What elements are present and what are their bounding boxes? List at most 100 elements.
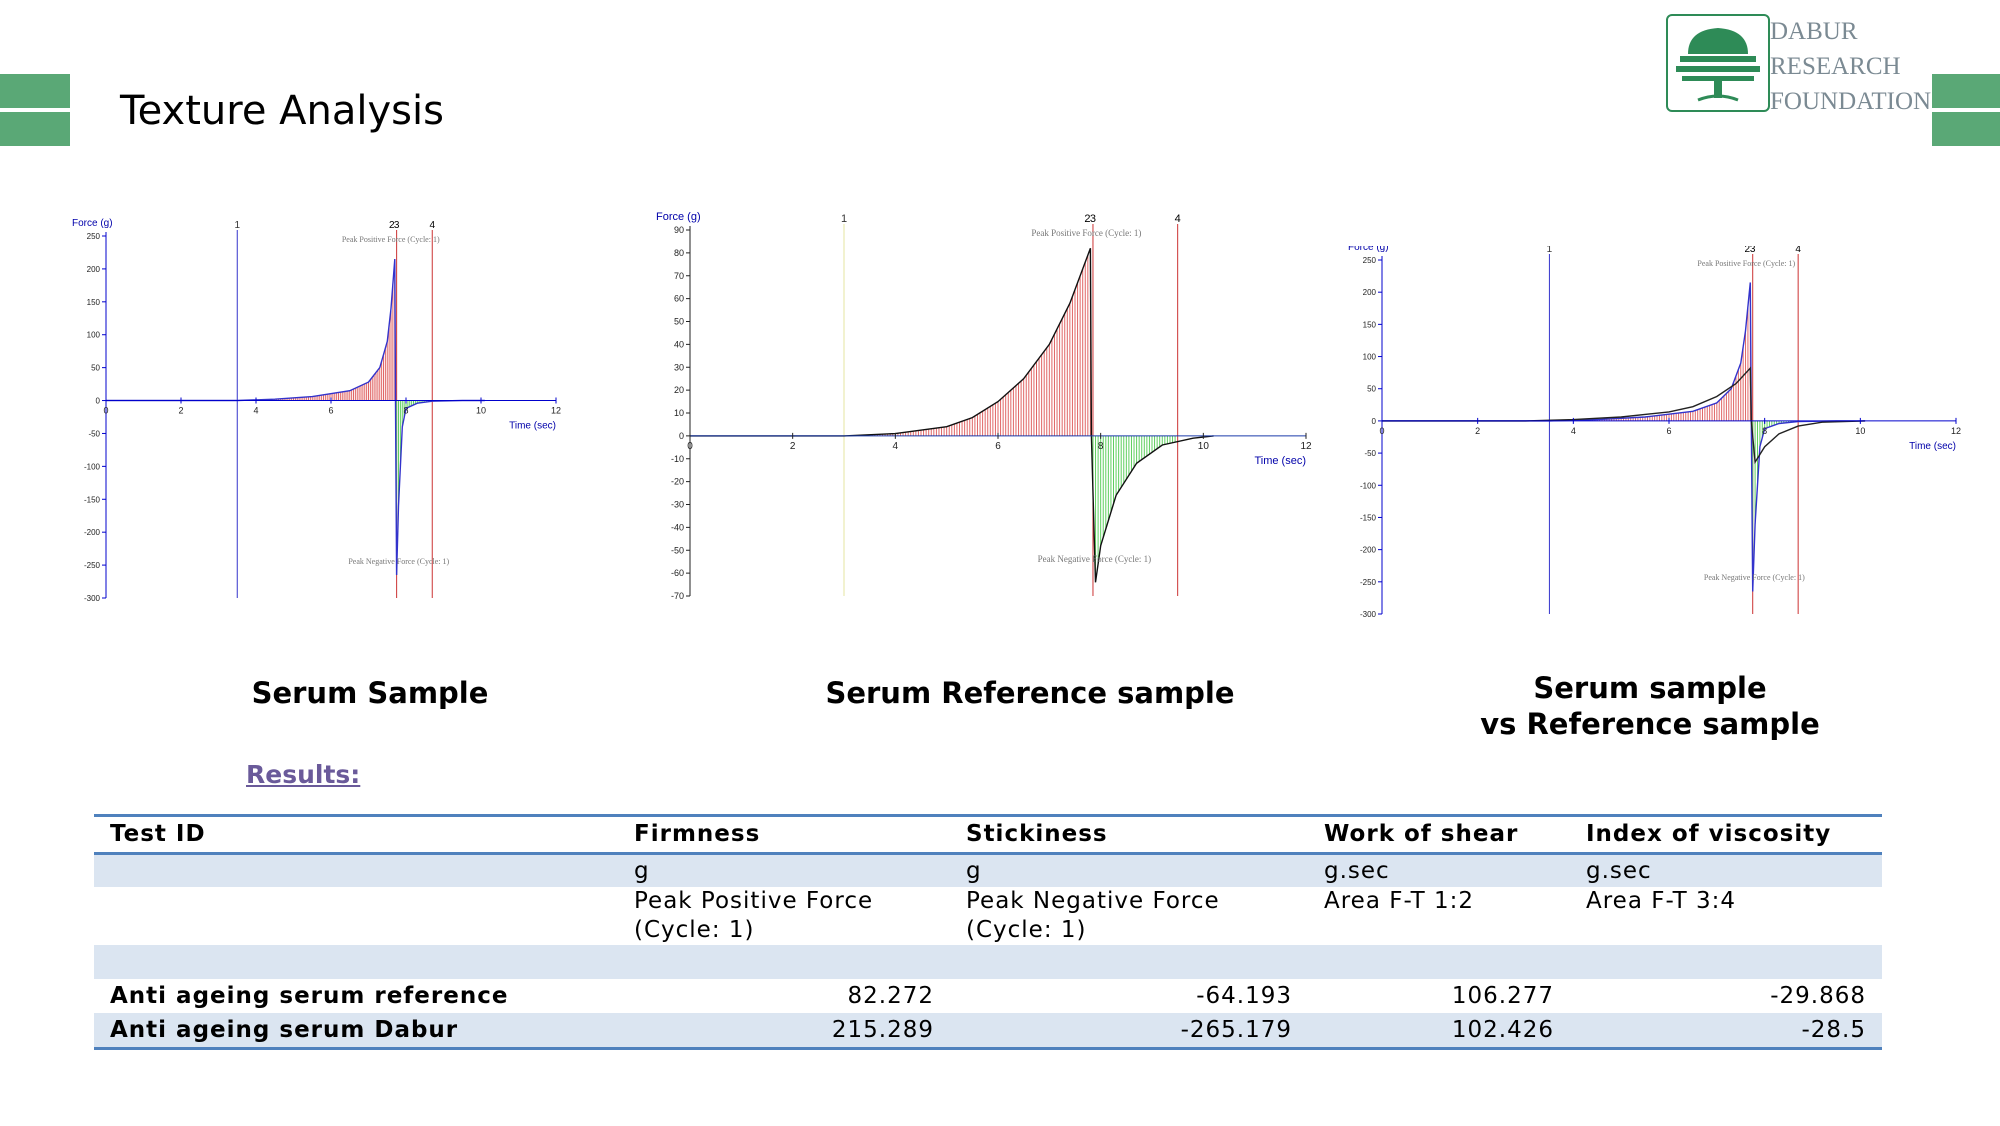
- logo-wordmark: DABUR RESEARCH FOUNDATION: [1770, 14, 1931, 119]
- left-accent-bar-bottom: [0, 112, 70, 146]
- y-tick-label: 150: [87, 298, 101, 307]
- y-tick-label: 60: [674, 294, 684, 304]
- x-tick-label: 6: [1666, 426, 1671, 436]
- results-table: Test ID Firmness Stickiness Work of shea…: [94, 814, 1882, 1050]
- work-of-shear-cell: 102.426: [1308, 1013, 1570, 1050]
- y-tick-label: -300: [1360, 610, 1377, 619]
- x-tick-label: 2: [178, 406, 183, 416]
- unit-cell: g.sec: [1308, 853, 1570, 887]
- y-tick-label: -50: [671, 545, 684, 555]
- serum-comparison-chart: 1 2 3 4 0 2 4 6 8 10 12 250 200 150 100 50 0 -50 -100 -150-…: [1330, 246, 1980, 626]
- x-tick-label: 0: [1379, 426, 1384, 436]
- marker-label: 3: [1090, 213, 1096, 225]
- y-tick-label: -250: [1360, 578, 1377, 587]
- x-tick-label: 10: [1198, 441, 1210, 452]
- table-spacer-row: [94, 945, 1882, 979]
- caption-comparison-line-2: vs Reference sample: [1480, 707, 1820, 741]
- y-tick-label: 250: [1363, 256, 1377, 265]
- description-line: (Cycle: 1): [634, 917, 755, 943]
- annotation-peak-negative: Peak Negative Force (Cycle: 1): [1704, 573, 1805, 582]
- y-tick-label: 10: [674, 408, 684, 418]
- marker-label: 1: [841, 213, 847, 225]
- x-axis-label: Time (sec): [1909, 441, 1956, 452]
- table-row: Anti ageing serum reference 82.272 -64.1…: [94, 979, 1882, 1013]
- x-tick-label: 8: [1762, 426, 1767, 436]
- y-tick-label: 0: [679, 431, 684, 441]
- chart-svg: 1 2 3 40 2 4 6 8 10 129080706050403020100-10-20-3…: [656, 211, 1312, 601]
- column-header: Index of viscosity: [1570, 814, 1882, 855]
- y-tick-label: -60: [671, 568, 684, 578]
- unit-cell: g.sec: [1570, 853, 1882, 887]
- column-header: Stickiness: [950, 814, 1308, 855]
- unit-cell: [94, 853, 618, 887]
- x-tick-label: 10: [476, 406, 486, 416]
- y-tick-label: -300: [84, 594, 101, 603]
- right-accent-bar-bottom: [1932, 112, 2000, 146]
- description-cell: Peak Negative Force (Cycle: 1): [950, 887, 1308, 945]
- y-tick-label: 30: [674, 362, 684, 372]
- x-tick-label: 10: [1855, 426, 1865, 436]
- y-tick-label: 50: [91, 364, 100, 373]
- x-tick-label: 6: [995, 441, 1001, 452]
- description-cell: Peak Positive Force (Cycle: 1): [618, 887, 950, 945]
- stickiness-cell: -64.193: [1196, 983, 1292, 1009]
- y-tick-label: -100: [1360, 481, 1377, 490]
- annotation-peak-negative: Peak Negative Force (Cycle: 1): [1038, 554, 1151, 564]
- y-tick-label: 0: [1372, 417, 1377, 426]
- y-tick-label: -100: [84, 462, 101, 471]
- y-tick-label: -30: [671, 500, 684, 510]
- x-tick-label: 4: [253, 406, 258, 416]
- x-tick-label: 12: [1951, 426, 1961, 436]
- y-tick-label: -250: [84, 561, 101, 570]
- y-tick-label: -150: [84, 495, 101, 504]
- firmness-cell: 215.289: [618, 1013, 950, 1050]
- marker-label: 4: [429, 220, 435, 231]
- index-of-viscosity-cell: -29.868: [1770, 983, 1866, 1009]
- dabur-logo: DABUR RESEARCH FOUNDATION: [1666, 14, 1931, 115]
- y-tick-label: -150: [1360, 513, 1377, 522]
- y-tick-label: -10: [671, 454, 684, 464]
- description-line: Area F-T 3:4: [1586, 888, 1737, 914]
- series-line: [690, 248, 1214, 583]
- y-tick-label: 0: [96, 397, 101, 406]
- x-axis-label: Time (sec): [1254, 455, 1306, 467]
- column-header: Firmness: [618, 814, 950, 855]
- column-header: Work of shear: [1308, 814, 1570, 855]
- y-tick-label: 150: [1363, 320, 1377, 329]
- x-tick-label: 12: [551, 406, 561, 416]
- marker-label: 2: [1084, 213, 1090, 225]
- logo-line-3: FOUNDATION: [1770, 88, 1932, 115]
- description-line: (Cycle: 1): [966, 917, 1087, 943]
- x-tick-label: 8: [1098, 441, 1104, 452]
- marker-label: 2: [1745, 246, 1751, 255]
- description-line: Peak Negative Force: [966, 888, 1220, 914]
- x-tick-label: 4: [893, 441, 899, 452]
- y-tick-label: -200: [1360, 546, 1377, 555]
- y-axis-label: Force (g): [656, 211, 701, 223]
- work-of-shear-cell: 106.277: [1451, 983, 1554, 1009]
- marker-label: 1: [1547, 246, 1553, 255]
- series-line: [106, 258, 485, 576]
- marker-label: 4: [1795, 246, 1801, 255]
- y-tick-label: 50: [1367, 385, 1376, 394]
- unit-cell: g: [950, 853, 1308, 887]
- chart-svg: 1 2 3 40 2 4 6 8 10 12250200150100500-50-100-150-…: [1348, 246, 1961, 619]
- results-heading: Results:: [246, 760, 361, 789]
- index-of-viscosity-cell: -28.5: [1570, 1013, 1882, 1050]
- x-tick-label: 6: [328, 406, 333, 416]
- firmness-cell: 82.272: [847, 983, 934, 1009]
- y-tick-label: 50: [674, 317, 684, 327]
- serum-sample-chart: 1 2 3 4 0 2 4 6 8 10 12 250 200 150 100 50 0 -50 -100 -150-…: [62, 210, 602, 630]
- stickiness-cell: -265.179: [950, 1013, 1308, 1050]
- marker-label: 1: [234, 220, 240, 231]
- column-header: Test ID: [94, 814, 618, 855]
- serum-reference-chart: 1 2 3 4 0 2 4 6 8 10 12 90 80 70 60 50 40 30 20 10 0 -10 -20 -3…: [630, 200, 1330, 610]
- description-line: Area F-T 1:2: [1324, 888, 1475, 914]
- y-tick-label: -70: [671, 591, 684, 601]
- y-tick-label: -40: [671, 522, 684, 532]
- left-accent-bar-top: [0, 74, 70, 108]
- description-line: Peak Positive Force: [634, 888, 874, 914]
- series-line: [1382, 366, 1866, 465]
- x-tick-label: 12: [1300, 441, 1312, 452]
- annotation-peak-positive: Peak Positive Force (Cycle: 1): [1697, 259, 1795, 268]
